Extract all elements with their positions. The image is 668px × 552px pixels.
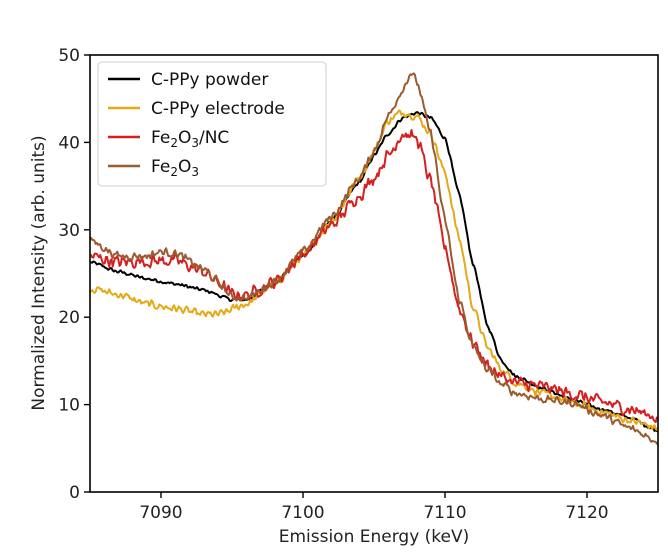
legend-label-3: Fe2O3 [151,157,199,179]
plot-frame [89,54,659,493]
y-axis-label: Normalized Intensity (arb. units) [29,135,49,410]
series-layer [90,72,658,446]
x-tick-label: 7090 [139,503,182,523]
legend-label-0: C-PPy powder [151,70,268,90]
x-tick-label: 7100 [281,503,324,523]
legend-box [97,61,327,187]
legend-label-2: Fe2O3/NC [151,128,229,150]
series-line-3 [90,72,658,446]
legend-label-1: C-PPy electrode [151,99,285,119]
y-tick-label: 10 [58,396,80,416]
x-tick-label: 7120 [565,503,608,523]
y-tick-label: 40 [58,133,80,153]
x-tick-label: 7110 [423,503,466,523]
y-tick-label: 30 [58,221,80,241]
y-tick-label: 0 [69,483,80,503]
legend: C-PPy powder C-PPy electrode Fe2O3/NC Fe2O3 [97,61,327,187]
y-tick-label: 20 [58,308,80,328]
series-line-2 [90,129,658,424]
ticks-layer: 7090 7100 7110 7120 0 10 20 30 40 50 [58,46,608,523]
x-axis-label: Emission Energy (keV) [279,527,470,547]
y-tick-label: 50 [58,46,80,66]
